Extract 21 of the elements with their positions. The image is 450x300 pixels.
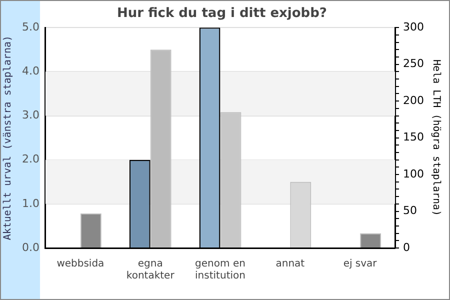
y-tick-label: 0.0 xyxy=(22,240,40,254)
y2-tick-label: 50 xyxy=(403,204,418,218)
y-tick-label: 5.0 xyxy=(22,20,40,34)
y-axis-title: Aktuellt urval (vänstra staplarna) xyxy=(2,35,14,240)
y2-axis-title: Hela LTH (högra staplarna) xyxy=(430,60,442,216)
x-tick-label: egna kontakter xyxy=(126,258,176,282)
y-tick-label: 4.0 xyxy=(22,64,40,78)
y-tick-label: 3.0 xyxy=(22,108,40,122)
y-tick-label: 1.0 xyxy=(22,196,40,210)
x-tick-label: webbsida xyxy=(56,258,104,270)
x-tick-label: ej svar xyxy=(343,258,378,270)
y2-tick-label: 150 xyxy=(403,130,424,144)
y2-tick-label: 0 xyxy=(403,240,410,254)
y2-tick-label: 300 xyxy=(403,20,424,34)
y2-tick-label: 250 xyxy=(403,57,424,70)
chart-title: Hur fick du tag i ditt exjobb? xyxy=(117,6,327,22)
y2-tick-label: 200 xyxy=(403,94,424,107)
y-tick-label: 2.0 xyxy=(22,152,40,166)
x-tick-label: genom en institution xyxy=(195,258,246,282)
y2-tick-label: 100 xyxy=(403,167,424,180)
x-tick-label: annat xyxy=(276,258,305,270)
